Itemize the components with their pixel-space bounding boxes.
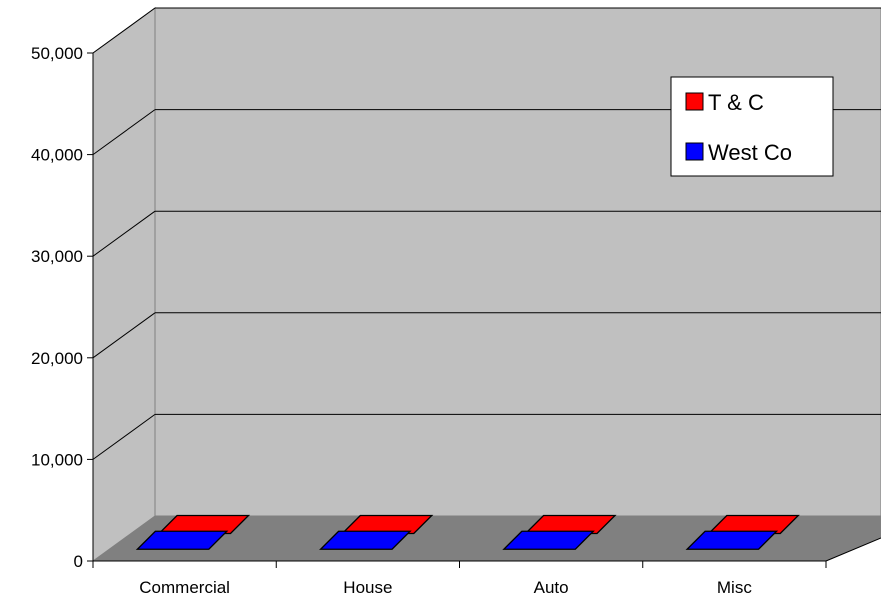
category-label: Auto	[534, 578, 569, 597]
category-label: House	[343, 578, 392, 597]
side-wall	[93, 8, 155, 561]
category-labels: Commercial House Auto Misc	[93, 561, 826, 597]
y-ticks: 0 10,000 20,000 30,000 40,000 50,000	[31, 44, 93, 571]
legend: T & C West Co	[671, 77, 833, 176]
legend-label: West Co	[708, 140, 792, 165]
y-tick-label: 50,000	[31, 44, 83, 63]
legend-swatch	[686, 93, 703, 110]
y-tick-label: 10,000	[31, 450, 83, 469]
y-tick-label: 40,000	[31, 146, 83, 165]
y-tick-label: 30,000	[31, 247, 83, 266]
legend-swatch	[686, 143, 703, 160]
category-label: Commercial	[139, 578, 230, 597]
legend-label: T & C	[708, 90, 764, 115]
y-tick-label: 20,000	[31, 349, 83, 368]
category-label: Misc	[717, 578, 752, 597]
y-tick-label: 0	[74, 552, 83, 571]
